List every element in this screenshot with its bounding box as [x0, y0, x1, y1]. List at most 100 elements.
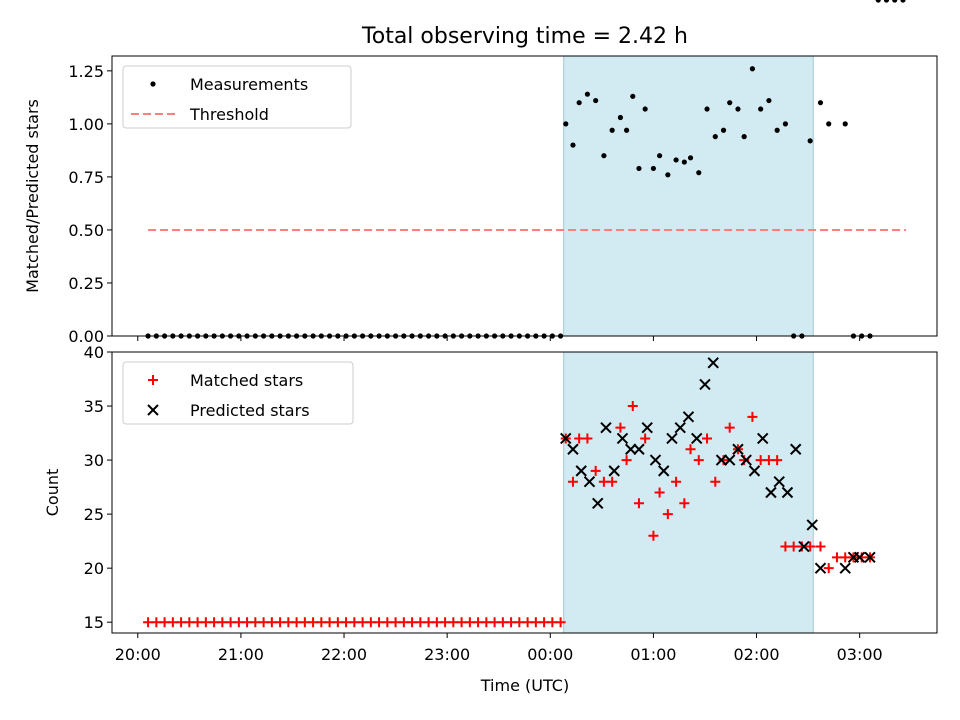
matched-stars-point [640, 433, 651, 444]
predicted-stars-point [625, 443, 637, 455]
legend-threshold-label: Threshold [189, 105, 269, 124]
measurements-point [720, 127, 727, 133]
measurements-point [570, 142, 576, 148]
matched-stars-point [724, 422, 735, 433]
predicted-stars-point [666, 432, 678, 445]
measurements-point [630, 93, 636, 99]
predicted-stars-point [641, 421, 653, 434]
chart-title: Total observing time = 2.42 h [361, 24, 688, 49]
measurements-point [687, 155, 694, 161]
measurements-point [584, 91, 591, 97]
top-y-axis-label: Matched/Predicted stars [23, 99, 42, 293]
x-axis-label: Time (UTC) [480, 676, 569, 695]
measurements-point [650, 165, 657, 172]
matched-stars-point [654, 487, 665, 498]
predicted-stars-point [616, 432, 629, 445]
measurements-point [576, 100, 582, 106]
measurements-point [563, 121, 569, 127]
top-y-tick-label: 1.25 [68, 62, 104, 81]
measurements-point [883, 0, 890, 3]
measurements-point [665, 172, 671, 178]
measurements-point [696, 170, 702, 176]
matched-stars-point [621, 455, 632, 466]
measurements-point [817, 100, 824, 106]
measurements-point [741, 134, 747, 140]
matched-stars-point [648, 530, 659, 541]
predicted-stars-point [707, 357, 719, 369]
bottom-legend: Matched stars Predicted stars [122, 361, 354, 425]
matched-stars-point [679, 498, 690, 509]
top-y-tick-label: 0.25 [68, 274, 104, 293]
matched-stars-point [627, 401, 638, 412]
predicted-stars-point [853, 551, 866, 564]
measurements-point [900, 0, 906, 3]
bottom-y-tick-label: 20 [84, 559, 104, 578]
matched-stars-point [671, 476, 682, 487]
matched-stars-point [823, 563, 834, 574]
x-tick-label: 01:00 [630, 645, 676, 664]
bottom-y-tick-label: 30 [84, 451, 104, 470]
matched-stars-point [702, 433, 713, 444]
measurements-point [807, 138, 813, 144]
measurements-point [875, 0, 881, 3]
matched-stars-point [633, 498, 644, 509]
measurements-point [704, 106, 710, 112]
predicted-stars-point [633, 443, 645, 455]
legend-matched-stars-swatch [148, 375, 158, 385]
predicted-stars-point [699, 378, 711, 391]
matched-stars-point [607, 476, 618, 487]
measurements-point [758, 106, 764, 112]
measurements-point [636, 165, 642, 172]
predicted-stars-point [839, 562, 851, 574]
top-observing-window [563, 55, 814, 337]
top-y-tick-label: 0.50 [68, 221, 104, 240]
legend-matched-stars-label: Matched stars [190, 371, 303, 390]
predicted-stars-point [806, 519, 818, 531]
top-y-tick-label: 0.00 [68, 327, 104, 346]
matched-stars-point [567, 476, 578, 487]
predicted-stars-point [560, 432, 572, 445]
measurements-point [749, 66, 756, 72]
matched-stars-point [582, 433, 593, 444]
predicted-stars-point [790, 443, 802, 455]
x-tick-label: 23:00 [424, 645, 470, 664]
predicted-stars-point [757, 432, 769, 445]
measurements-point [735, 106, 741, 112]
bottom-y-tick-label: 15 [84, 613, 104, 632]
measurements-point [642, 106, 648, 112]
top-legend: Measurements Threshold [122, 65, 352, 129]
bottom-observing-window [563, 351, 814, 634]
x-tick-label: 20:00 [115, 645, 161, 664]
matched-stars-point [662, 509, 673, 520]
bottom-y-tick-label: 35 [84, 397, 104, 416]
predicted-stars-point [732, 443, 744, 455]
predicted-stars-point [583, 475, 596, 488]
matched-stars-point [555, 617, 566, 628]
predicted-stars-point [691, 432, 703, 445]
legend-measurements-label: Measurements [190, 75, 308, 94]
predicted-stars-point [608, 465, 620, 477]
measurements-point [766, 97, 772, 104]
predicted-stars-point [740, 454, 752, 466]
predicted-stars-point [765, 486, 777, 499]
measurements-point [712, 134, 718, 140]
bottom-y-axis-label: Count [43, 469, 62, 517]
x-tick-label: 00:00 [527, 645, 573, 664]
measurements-point [892, 0, 898, 3]
matched-stars-point [747, 411, 758, 422]
predicted-stars-point [592, 497, 604, 510]
x-tick-label: 03:00 [837, 645, 883, 664]
measurements-point [609, 127, 615, 133]
matched-stars-point [693, 455, 704, 466]
x-tick-label: 22:00 [321, 645, 367, 664]
bottom-y-tick-label: 25 [84, 505, 104, 524]
measurements-point [774, 127, 780, 133]
measurements-point [601, 153, 607, 159]
legend-measurements-swatch [150, 81, 156, 87]
predicted-stars-point [658, 465, 670, 477]
measurements-point [842, 121, 848, 127]
matched-stars-point [815, 541, 826, 552]
bottom-y-tick-label: 40 [84, 343, 104, 362]
matched-stars-point [772, 455, 783, 466]
